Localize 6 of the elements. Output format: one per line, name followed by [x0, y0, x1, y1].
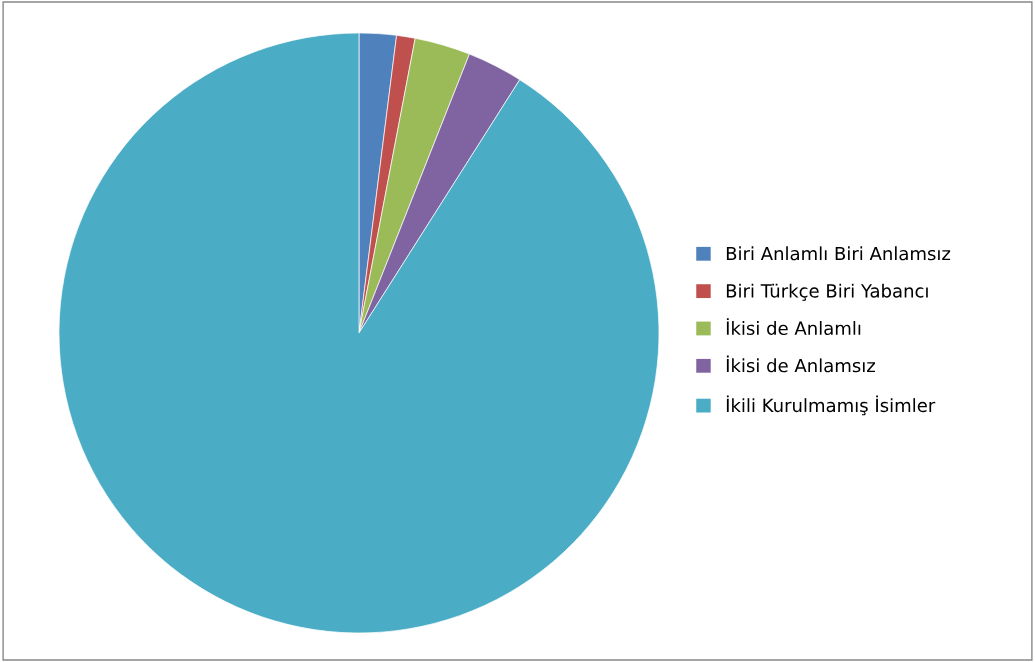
legend-label: İkisi de Anlamsız [726, 355, 875, 373]
legend-label: İkili Kurulmamış İsimler [726, 395, 936, 416]
legend-label: Biri Anlamlı Biri Anlamsız [726, 246, 951, 261]
legend-label: Biri Türkçe Biri Yabancı [726, 283, 928, 301]
pie-slice [58, 32, 660, 634]
legend-label: İkisi de Anlamlı [726, 318, 861, 335]
